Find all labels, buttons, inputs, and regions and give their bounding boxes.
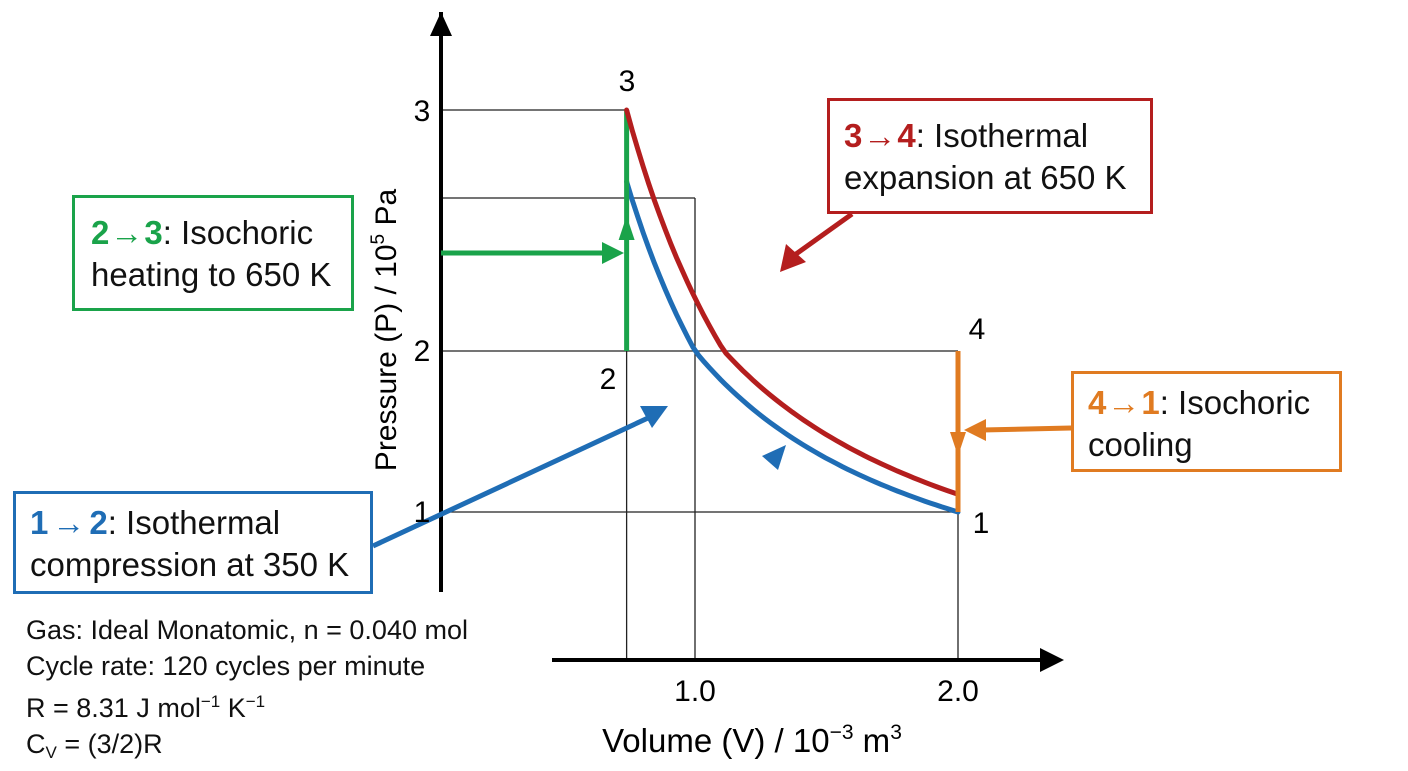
process-2-3-arrowhead	[618, 216, 635, 240]
x-axis-title-unit-exp: 3	[890, 721, 902, 744]
y-tick-label-3: 3	[414, 95, 431, 128]
callout-2-3-name: : Isochoric	[162, 214, 314, 251]
grid-lines	[441, 109, 959, 660]
y-axis-title-unit: Pa	[370, 189, 403, 234]
axes	[430, 12, 1064, 672]
callout-process-3-4: 3→4: Isothermal expansion at 650 K	[827, 98, 1153, 214]
gas-info-panel: Gas: Ideal Monatomic, n = 0.040 mol Cycl…	[26, 612, 468, 771]
callout-2-3-start: 2	[91, 214, 110, 251]
y-tick-label-2: 2	[414, 335, 431, 368]
process-3-4-curve	[624, 107, 961, 497]
x-axis-title-text: Volume (V) / 10	[602, 722, 829, 759]
callout-2-3-title: 2→3: Isochoric	[91, 212, 351, 254]
info-cv-rest: = (3/2)R	[56, 729, 163, 759]
y-axis-arrowhead	[430, 12, 452, 36]
callout-process-1-2: 1 → 2: Isothermal compression at 350 K	[13, 491, 373, 594]
info-r-mid: K	[220, 693, 246, 723]
callout-4-1-title: 4→1: Isochoric	[1088, 382, 1339, 424]
callout-process-4-1: 4→1: Isochoric cooling	[1071, 371, 1342, 472]
info-cv: CV = (3/2)R	[26, 726, 468, 771]
callout-3-4-title: 3→4: Isothermal	[844, 115, 1150, 157]
info-r-exp-1: −1	[200, 692, 221, 711]
callout-3-4-start: 3	[844, 117, 863, 154]
callout-3-4-detail: expansion at 650 K	[844, 159, 1127, 196]
pointer-1-2-arrowhead	[640, 406, 668, 428]
callout-4-1-end: 1	[1141, 384, 1160, 421]
callout-process-2-3: 2→3: Isochoric heating to 650 K	[72, 195, 354, 311]
pointer-2-3-arrowhead	[602, 242, 624, 264]
info-cv-sub: V	[45, 743, 57, 762]
pointer-3-4-line	[794, 211, 854, 257]
callout-pointers	[371, 211, 1072, 549]
process-1-2-arrowhead	[762, 445, 786, 470]
x-tick-label-1: 1.0	[674, 675, 716, 708]
callout-1-2-detail: compression at 350 K	[30, 546, 350, 583]
callout-4-1-detail: cooling	[1088, 426, 1193, 463]
callout-4-1-name: : Isochoric	[1159, 384, 1311, 421]
callout-3-4-end: 4	[897, 117, 916, 154]
pointer-3-4-arrowhead	[780, 244, 806, 272]
callout-1-2-title: 1 → 2: Isothermal	[30, 502, 370, 544]
x-axis-title-unit: m	[854, 722, 891, 759]
process-4-1-arrowhead	[950, 432, 966, 456]
callout-2-3-arrow: →	[110, 214, 144, 251]
state-label-1: 1	[973, 507, 990, 540]
callout-3-4-name: : Isothermal	[915, 117, 1089, 154]
x-axis-arrowhead	[1040, 648, 1064, 672]
pointer-4-1-arrowhead	[964, 419, 986, 441]
callout-1-2-name: : Isothermal	[107, 504, 281, 541]
process-curves	[618, 107, 966, 515]
info-cv-main: C	[26, 729, 46, 759]
y-axis-title-text: Pressure (P) / 10	[370, 244, 403, 471]
x-axis-title: Volume (V) / 10−3 m3	[602, 721, 902, 759]
info-gas: Gas: Ideal Monatomic, n = 0.040 mol	[26, 615, 468, 645]
y-tick-label-1: 1	[414, 496, 431, 529]
callout-3-4-arrow: →	[863, 117, 897, 154]
y-axis-title-exp: 5	[368, 234, 389, 245]
callout-1-2-start: 1	[30, 504, 49, 541]
info-cycle-rate: Cycle rate: 120 cycles per minute	[26, 651, 426, 681]
callout-2-3-detail: heating to 650 K	[91, 256, 332, 293]
x-tick-label-2: 2.0	[937, 675, 979, 708]
callout-1-2-end: 2	[89, 504, 108, 541]
labels: 1 2 3 1.0 2.0 1 2 3 4 Pressure (P) / 105…	[368, 65, 989, 759]
info-r-exp-2: −1	[245, 692, 266, 711]
y-axis-title: Pressure (P) / 105 Pa	[368, 189, 403, 472]
callout-4-1-arrow: →	[1107, 384, 1141, 421]
state-label-3: 3	[619, 65, 636, 98]
process-1-2-curve	[624, 179, 961, 515]
x-axis-title-exp: −3	[830, 721, 854, 744]
state-label-4: 4	[969, 313, 986, 346]
info-r-constant: R = 8.31 J mol−1 K−1	[26, 684, 468, 726]
callout-4-1-start: 4	[1088, 384, 1107, 421]
info-r-main: R = 8.31 J mol	[26, 693, 201, 723]
pointer-1-2-line	[371, 415, 650, 549]
state-label-2: 2	[600, 363, 617, 396]
pointer-4-1-line	[981, 425, 1072, 433]
callout-2-3-end: 3	[144, 214, 163, 251]
callout-1-2-arrow: →	[52, 504, 86, 541]
